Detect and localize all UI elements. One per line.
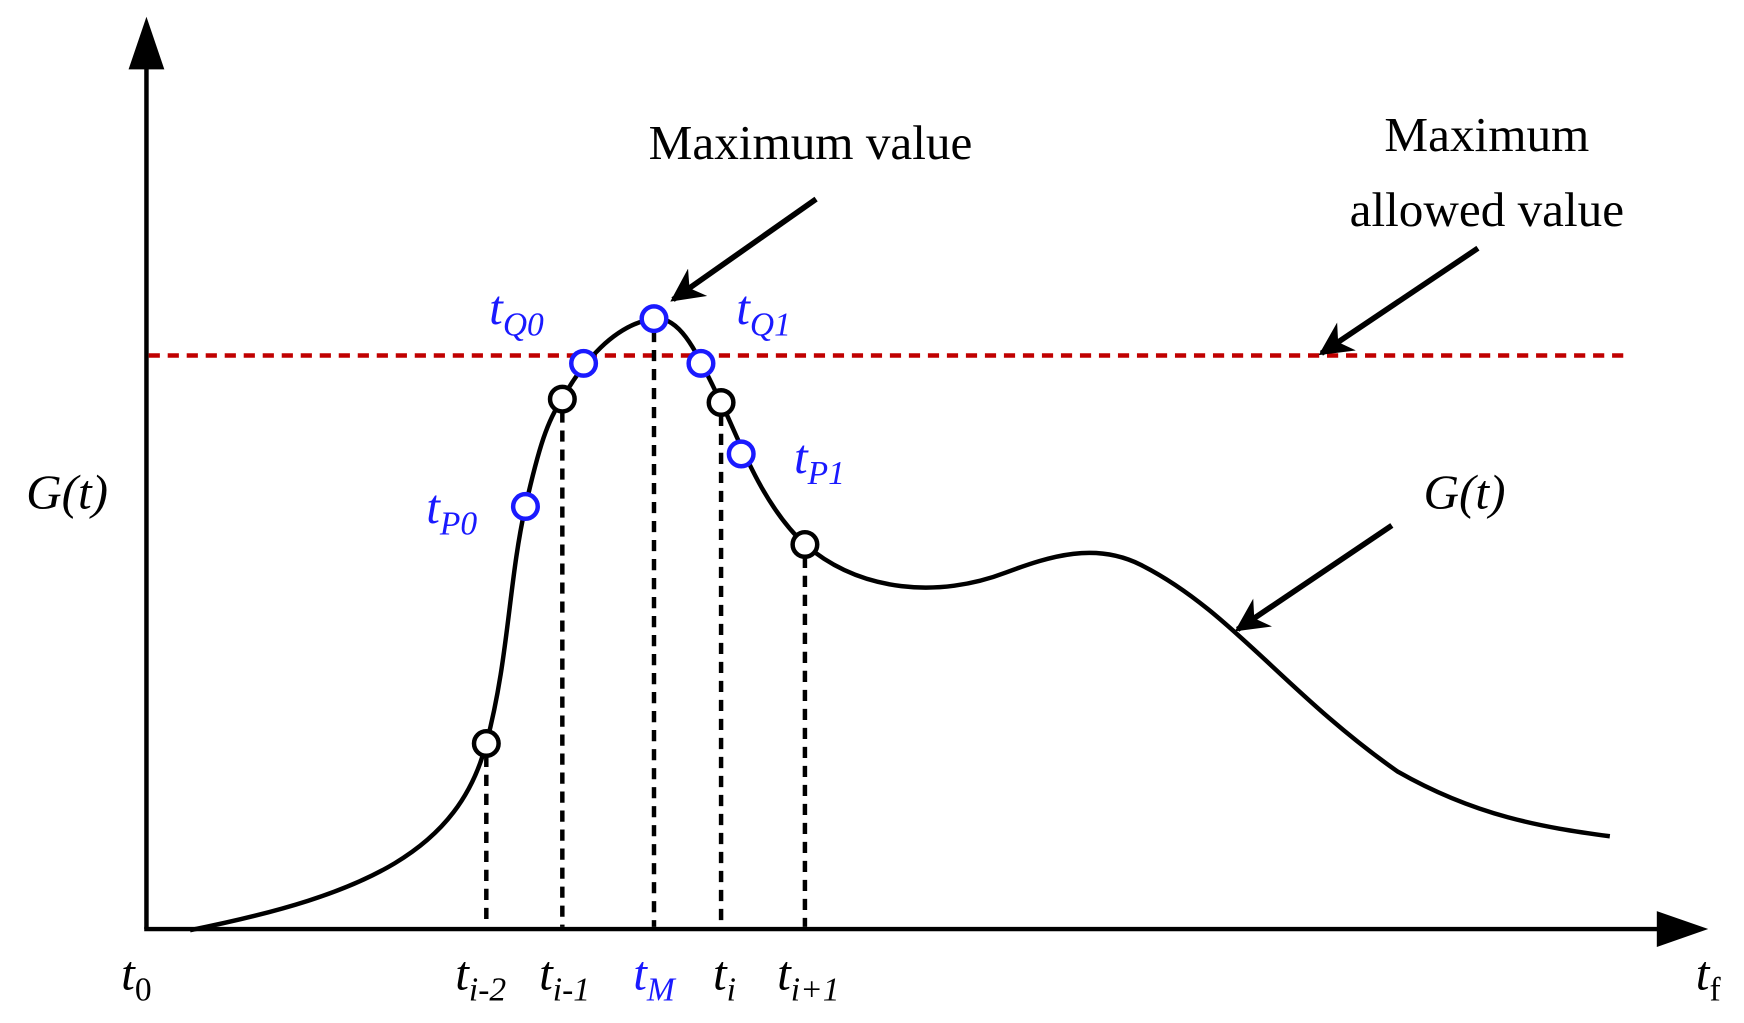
subscript-label: tQ0 — [489, 280, 544, 343]
label-base: t — [455, 945, 470, 1000]
subscript-label: tf — [1696, 945, 1722, 1008]
subscript-label: tQ1 — [736, 280, 791, 343]
subscript-label: ti-2 — [455, 945, 506, 1008]
label-sub: P0 — [439, 505, 477, 542]
label-base: t — [794, 429, 809, 484]
label-sub: f — [1709, 972, 1721, 1009]
curve — [189, 316, 1611, 933]
arrow — [670, 196, 818, 302]
point — [639, 304, 669, 334]
label-base: t — [426, 479, 441, 534]
point — [510, 491, 540, 522]
label-sub: i-2 — [469, 972, 506, 1009]
max-allowed-label: Maximum — [1384, 107, 1589, 162]
label-sub: M — [646, 972, 677, 1009]
subscript-label: tP1 — [794, 429, 845, 492]
point — [706, 387, 736, 418]
x-axis-arrow — [1656, 911, 1709, 947]
label-base: t — [713, 945, 728, 1000]
label-base: t — [539, 945, 554, 1000]
label-base: t — [777, 945, 792, 1000]
label-base: t — [633, 945, 648, 1000]
subscript-label: ti+1 — [777, 945, 839, 1008]
label-base: t — [121, 945, 136, 1000]
label-base: t — [736, 280, 751, 335]
arrow — [1318, 245, 1480, 356]
point — [790, 529, 820, 560]
point — [471, 728, 501, 759]
label-sub: i — [727, 972, 736, 1009]
label-sub: i+1 — [791, 972, 840, 1009]
max-allowed-label: allowed value — [1350, 182, 1624, 237]
y-axis-label: G(t) — [26, 465, 108, 520]
point — [726, 439, 756, 469]
subscript-label: tM — [633, 945, 677, 1008]
point — [569, 348, 599, 378]
curve-label: G(t) — [1424, 465, 1506, 520]
label-sub: Q0 — [503, 306, 544, 343]
point — [686, 348, 716, 378]
label-sub: i-1 — [553, 972, 590, 1009]
max-value-label: Maximum value — [649, 115, 973, 170]
subscript-label: ti-1 — [539, 945, 590, 1008]
label-base: t — [489, 280, 504, 335]
drop-lines — [484, 330, 808, 927]
label-sub: 0 — [135, 972, 152, 1009]
subscript-label: t0 — [121, 945, 151, 1008]
points — [471, 304, 820, 759]
label-sub: Q1 — [750, 306, 791, 343]
arrow — [1234, 523, 1394, 632]
subscript-label: tP0 — [426, 479, 477, 542]
label-base: t — [1696, 945, 1711, 1000]
label-sub: P1 — [807, 455, 845, 492]
point — [547, 384, 577, 414]
y-axis-arrow — [128, 16, 165, 70]
subscript-label: ti — [713, 945, 736, 1008]
